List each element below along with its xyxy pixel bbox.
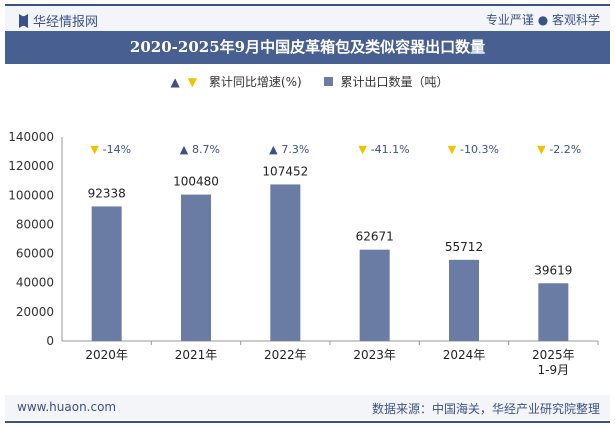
bar <box>359 249 390 341</box>
legend: ▲ ▼ 累计同比增速(%) 累计出口数量（吨） <box>0 73 615 90</box>
logo-icon <box>19 14 28 28</box>
y-tick-label: 80000 <box>16 217 54 231</box>
growth-label: -14% <box>103 143 131 156</box>
down-triangle-icon: ▼ <box>90 143 99 156</box>
logo-text: 华经情报网 <box>33 15 99 30</box>
y-tick-label: 60000 <box>16 247 54 261</box>
growth-label: -10.3% <box>460 143 499 156</box>
bar <box>91 206 122 341</box>
top-rule <box>5 4 610 6</box>
bottom-rule <box>5 421 610 423</box>
bar <box>181 194 211 341</box>
x-tick-label: 2020年 <box>85 348 128 362</box>
bar <box>538 283 569 341</box>
legend-growth-label: 累计同比增速(%) <box>208 75 302 89</box>
growth-label: -41.1% <box>371 143 410 156</box>
bar <box>270 184 301 341</box>
up-triangle-icon: ▲ <box>180 143 189 156</box>
bar-value-label: 100480 <box>173 175 219 189</box>
slogan: 专业严谨 ● 客观科学 <box>485 13 600 27</box>
bar-value-label: 55712 <box>445 240 483 254</box>
bar-value-label: 62671 <box>356 230 394 244</box>
x-tick-label: 1-9月 <box>538 363 570 377</box>
growth-label: 8.7% <box>192 143 220 156</box>
x-tick-label: 2023年 <box>353 348 396 362</box>
bar-value-label: 39619 <box>534 263 572 277</box>
y-tick-label: 120000 <box>8 159 54 173</box>
growth-label: 7.3% <box>281 143 309 156</box>
legend-growth-icon: ▲ ▼ <box>170 75 197 89</box>
legend-bar-icon <box>323 77 333 86</box>
y-tick-label: 40000 <box>16 276 54 290</box>
y-tick-label: 140000 <box>8 130 54 144</box>
legend-bar-label: 累计出口数量（吨） <box>340 75 449 89</box>
x-tick-label: 2021年 <box>175 348 218 362</box>
up-triangle-icon: ▲ <box>269 143 278 156</box>
header: 华经情报网 专业严谨 ● 客观科学 <box>5 6 610 31</box>
bar-value-label: 107452 <box>262 164 308 178</box>
footer: www.huaon.com 数据来源：中国海关，华经产业研究院整理 <box>5 395 610 420</box>
bar <box>449 259 479 341</box>
footer-source: 数据来源：中国海关，华经产业研究院整理 <box>371 402 600 416</box>
down-triangle-icon: ▼ <box>537 143 546 156</box>
y-tick-label: 20000 <box>16 305 54 319</box>
y-tick-label: 0 <box>46 334 54 348</box>
down-triangle-icon: ▼ <box>358 143 367 156</box>
chart-title: 2020-2025年9月中国皮革箱包及类似容器出口数量 <box>5 31 610 64</box>
x-tick-label: 2022年 <box>264 348 307 362</box>
x-tick-label: 2024年 <box>443 348 486 362</box>
growth-label: -2.2% <box>549 143 581 156</box>
footer-website: www.huaon.com <box>17 400 117 414</box>
logo: 华经情报网 <box>19 11 98 30</box>
down-triangle-icon: ▼ <box>448 143 457 156</box>
y-tick-label: 100000 <box>8 188 54 202</box>
bar-value-label: 92338 <box>88 186 126 200</box>
x-tick-label: 2025年 <box>532 348 575 362</box>
